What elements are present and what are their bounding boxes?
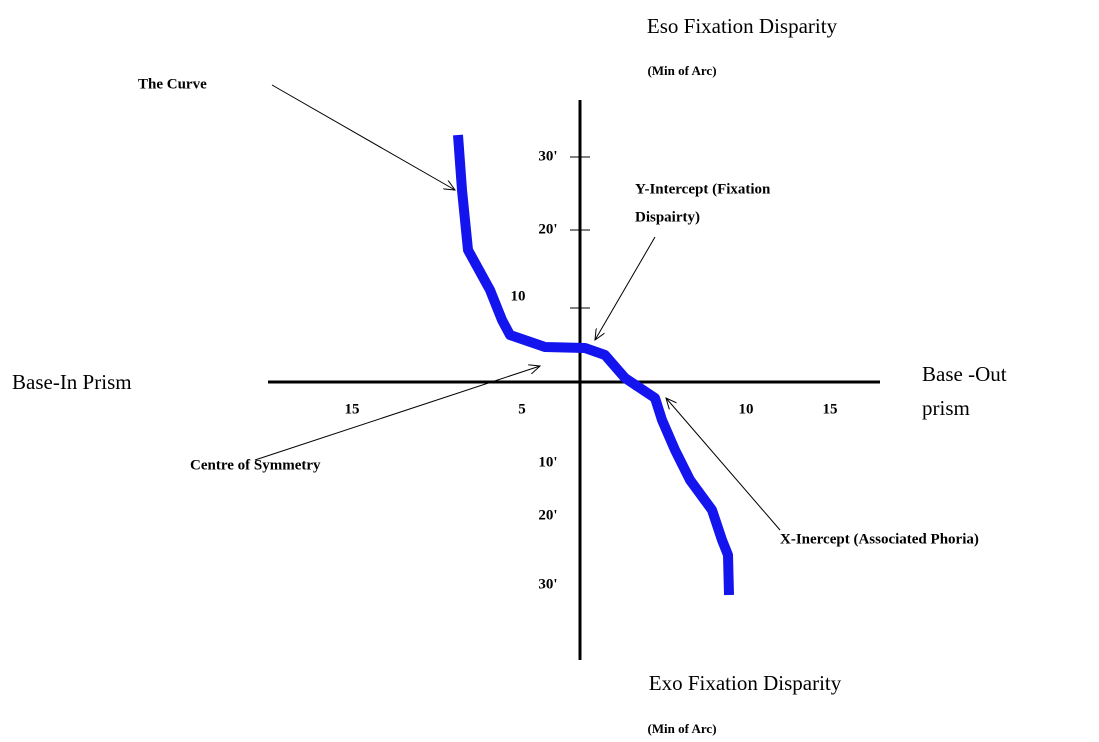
arrow: [254, 366, 540, 461]
unit: (Min of Arc): [647, 721, 716, 736]
annotation: Centre of Symmetry: [190, 457, 321, 473]
arrow: [666, 398, 781, 531]
unit: (Min of Arc): [647, 63, 716, 78]
tick-label: 15: [345, 401, 360, 417]
tick-label: 15: [823, 401, 838, 417]
arrow: [595, 236, 656, 340]
annotation: The Curve: [138, 76, 207, 92]
axis-label: prism: [922, 396, 970, 420]
tick-label: 10': [538, 454, 557, 470]
annotation: X-Inercept (Associated Phoria): [780, 531, 979, 547]
annotation: Y-Intercept (Fixation: [635, 181, 771, 197]
tick-label: 10: [739, 401, 754, 417]
axis-label: Base -Out: [922, 362, 1007, 386]
tick-label: 5: [518, 401, 526, 417]
annotation: Dispairty): [635, 209, 700, 225]
axis-label: Base-In Prism: [12, 370, 132, 394]
tick-label: 10: [511, 288, 526, 304]
tick-label: 30': [538, 148, 557, 164]
tick-label: 20': [538, 221, 557, 237]
tick-label: 30': [538, 576, 557, 592]
title: Exo Fixation Disparity: [649, 671, 842, 695]
curve: [453, 134, 734, 596]
title: Eso Fixation Disparity: [647, 14, 838, 38]
arrow: [271, 84, 455, 190]
tick-label: 20': [538, 507, 557, 523]
